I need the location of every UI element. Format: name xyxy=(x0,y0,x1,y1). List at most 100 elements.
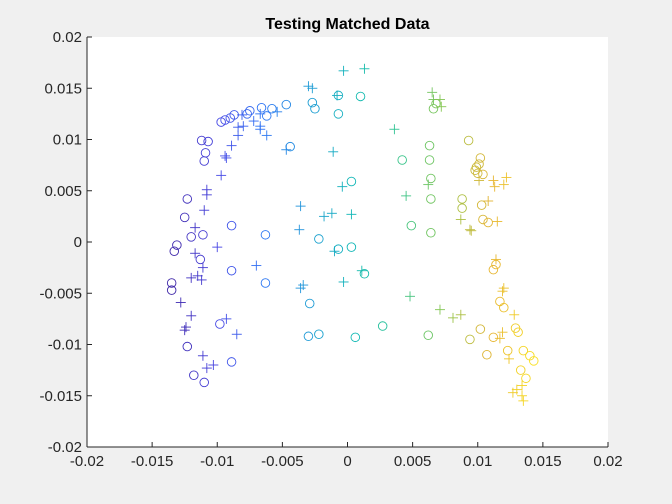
circle-marker xyxy=(226,265,237,276)
circle-marker xyxy=(281,99,292,110)
x-tick-label: 0.01 xyxy=(463,453,492,470)
plus-marker xyxy=(197,262,208,273)
circle-marker xyxy=(303,331,314,342)
circle-marker xyxy=(199,377,209,388)
circle-marker xyxy=(359,269,370,279)
plus-marker xyxy=(307,83,318,94)
data-points xyxy=(166,63,539,406)
y-tick-label: 0.005 xyxy=(44,183,82,200)
circle-marker xyxy=(475,324,486,334)
y-tick-label: -0.015 xyxy=(39,388,82,405)
plus-marker xyxy=(220,150,231,161)
plus-marker xyxy=(216,170,227,181)
plus-marker xyxy=(464,224,475,235)
plus-marker xyxy=(337,181,348,192)
plus-marker xyxy=(255,108,266,119)
circle-marker xyxy=(198,230,208,240)
plus-marker xyxy=(281,144,292,155)
plus-marker xyxy=(294,224,305,235)
x-tick-label: 0.02 xyxy=(593,453,622,470)
circle-marker xyxy=(473,168,483,179)
plus-marker xyxy=(272,106,283,117)
circle-marker xyxy=(226,357,237,367)
circle-marker xyxy=(482,350,492,360)
plus-marker xyxy=(401,190,412,201)
plus-marker xyxy=(233,122,244,133)
plus-marker xyxy=(197,350,208,361)
x-tick-label: 0.005 xyxy=(394,453,432,470)
plus-marker xyxy=(186,310,197,321)
circle-marker xyxy=(426,194,436,204)
plus-marker xyxy=(504,353,515,364)
plus-marker xyxy=(436,101,447,112)
y-tick-label: 0.01 xyxy=(53,132,82,149)
x-tick-label: 0.015 xyxy=(524,453,562,470)
y-tick-label: -0.02 xyxy=(48,439,82,456)
circle-marker xyxy=(397,155,407,165)
circle-marker xyxy=(245,106,255,116)
plus-marker xyxy=(492,216,503,227)
x-tick-label: -0.02 xyxy=(70,453,104,470)
plus-marker xyxy=(405,291,416,302)
plus-marker xyxy=(389,124,400,135)
circle-marker xyxy=(457,203,467,213)
circle-marker xyxy=(304,298,315,309)
circle-marker xyxy=(406,220,417,231)
plus-marker xyxy=(518,395,529,406)
plus-marker xyxy=(298,280,309,291)
circle-marker xyxy=(426,173,436,184)
plus-marker xyxy=(326,208,337,219)
circle-marker xyxy=(515,365,526,375)
circle-marker xyxy=(169,246,180,256)
x-tick-label: 0 xyxy=(343,453,351,470)
circle-marker xyxy=(182,194,193,204)
circle-marker xyxy=(465,334,475,345)
circle-marker xyxy=(521,373,531,384)
circle-marker xyxy=(377,321,388,331)
circle-marker xyxy=(502,345,513,356)
circle-marker xyxy=(478,214,488,225)
plus-marker xyxy=(488,175,499,186)
plus-marker xyxy=(221,152,232,163)
circle-marker xyxy=(488,332,499,343)
plus-marker xyxy=(489,181,500,192)
circle-marker xyxy=(260,230,271,240)
plus-marker xyxy=(483,196,494,206)
circle-marker xyxy=(346,176,357,187)
plus-marker xyxy=(356,265,367,276)
plus-marker xyxy=(186,272,197,283)
plus-marker xyxy=(261,130,272,141)
plus-marker xyxy=(226,140,237,151)
plus-marker xyxy=(434,94,445,105)
x-tick-label: -0.01 xyxy=(200,453,234,470)
plus-marker xyxy=(329,246,340,257)
circle-marker xyxy=(267,103,277,114)
plus-marker xyxy=(490,254,501,265)
circle-marker xyxy=(261,111,272,121)
circle-marker xyxy=(220,115,230,125)
circle-marker xyxy=(423,330,434,341)
plus-marker xyxy=(338,65,349,76)
plus-marker xyxy=(175,297,186,308)
plus-marker xyxy=(501,172,512,183)
plus-marker xyxy=(212,242,223,253)
circle-marker xyxy=(310,103,320,114)
circle-marker xyxy=(189,370,199,381)
circle-marker xyxy=(424,155,435,165)
circle-marker xyxy=(314,329,324,340)
circle-marker xyxy=(475,153,486,163)
plus-marker xyxy=(346,209,357,220)
plot-area xyxy=(87,37,608,447)
circle-marker xyxy=(457,194,467,204)
plus-marker xyxy=(196,274,207,285)
plus-marker xyxy=(231,329,242,340)
plus-marker xyxy=(236,109,247,120)
circle-marker xyxy=(499,302,509,313)
plus-marker xyxy=(455,214,466,225)
plus-marker xyxy=(201,363,212,374)
circle-marker xyxy=(226,220,237,231)
plus-marker xyxy=(248,116,259,127)
circle-marker xyxy=(182,341,193,352)
